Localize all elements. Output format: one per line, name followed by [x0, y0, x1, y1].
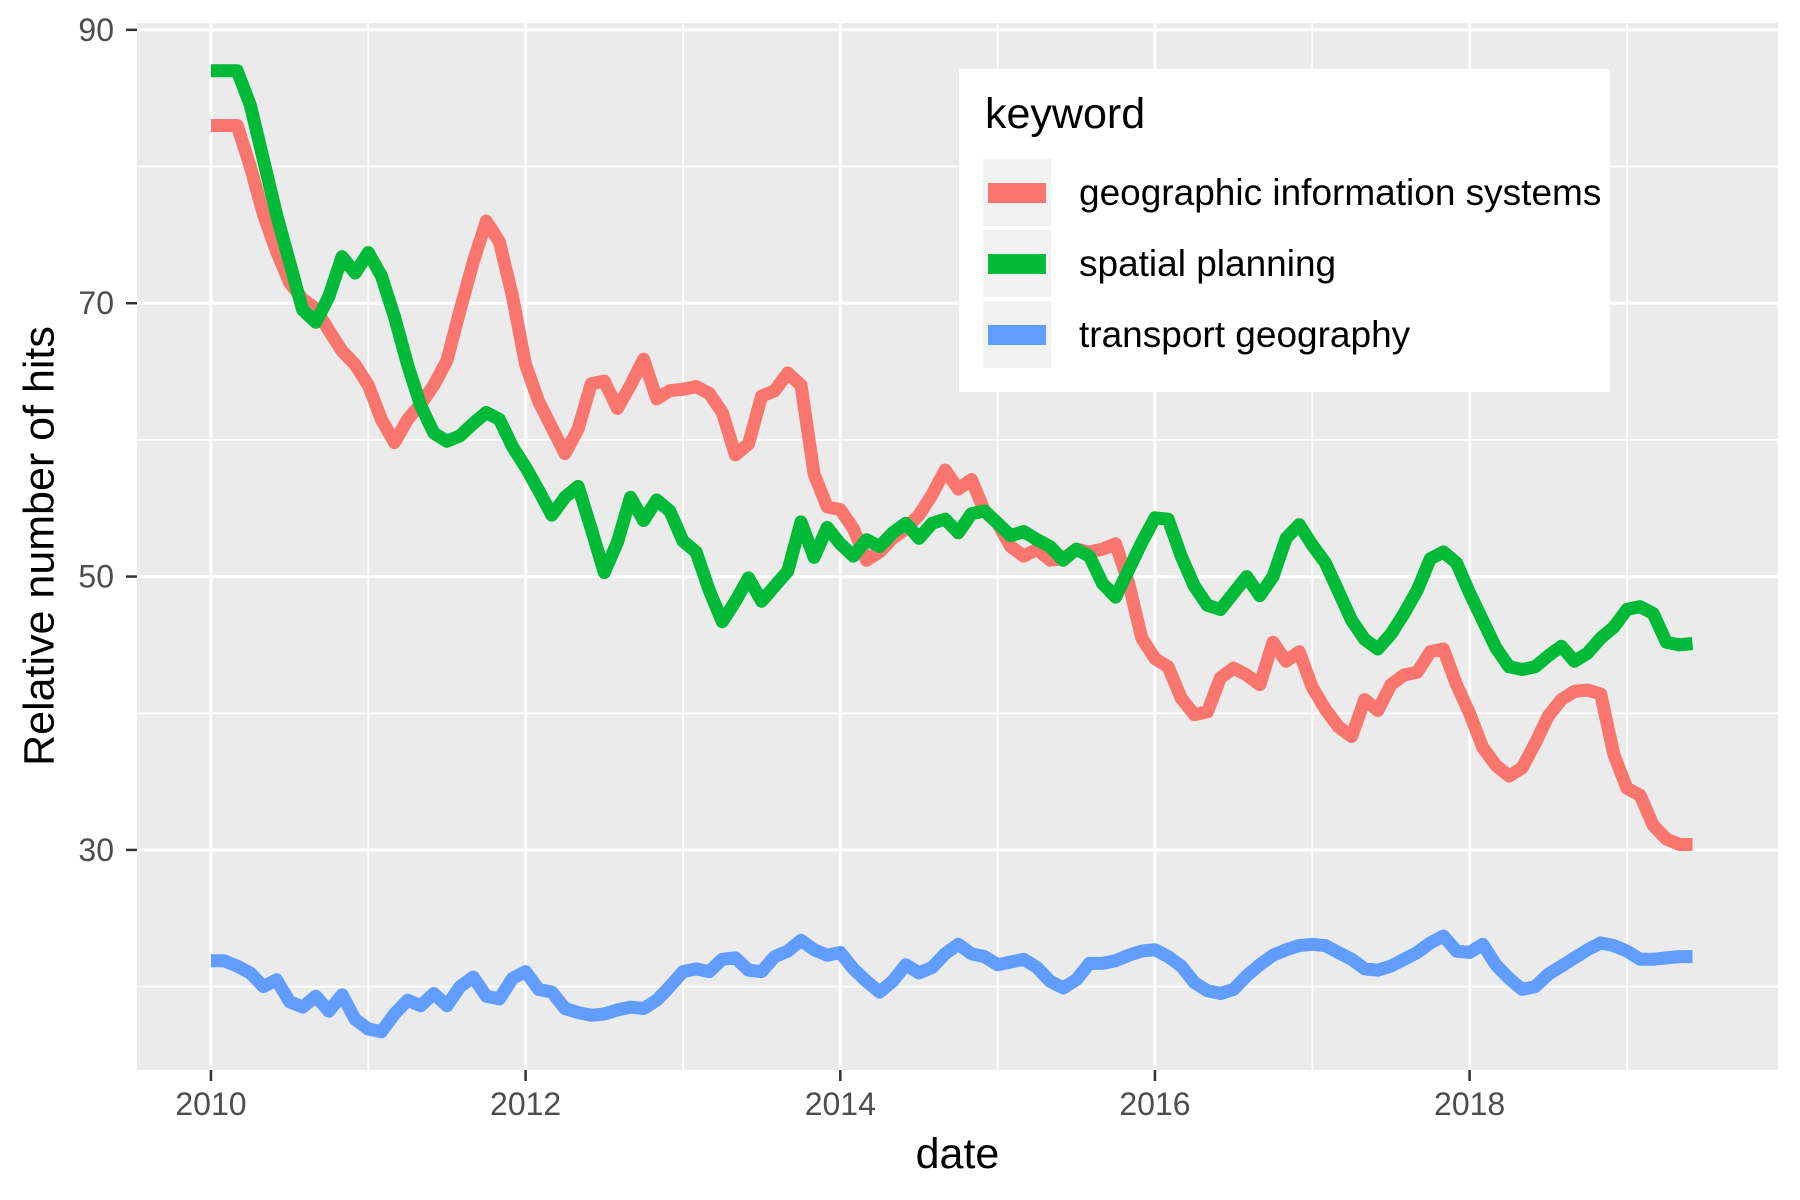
- y-axis-title: Relative number of hits: [15, 326, 64, 766]
- y-tick-label: 50: [78, 559, 114, 595]
- legend-item-spatial-planning: spatial planning: [983, 230, 1336, 297]
- y-tick-label: 30: [78, 832, 114, 868]
- legend-item-transport-geography: transport geography: [983, 301, 1410, 368]
- legend-key: [983, 301, 1051, 368]
- x-tick-label: 2018: [1434, 1086, 1505, 1122]
- x-tick-label: 2014: [805, 1086, 876, 1122]
- series-line-1: [210, 64, 1694, 676]
- series-line-0: [210, 119, 1693, 851]
- legend-title: keyword: [985, 90, 1146, 138]
- legend-item-label: spatial planning: [1079, 242, 1337, 284]
- x-axis-title: date: [915, 1130, 1000, 1178]
- x-tick-label: 2010: [175, 1086, 246, 1122]
- y-tick-label: 70: [78, 285, 114, 321]
- series-line-2: [210, 929, 1693, 1039]
- legend-item-label: geographic information systems: [1079, 171, 1602, 213]
- series-swatch-red: [988, 182, 1046, 203]
- legend-item-label: transport geography: [1079, 313, 1411, 355]
- x-tick-label: 2016: [1119, 1086, 1190, 1122]
- legend: keyword geographic information systems s…: [959, 69, 1610, 392]
- legend-key: [983, 230, 1051, 297]
- legend-item-geographic-information-systems: geographic information systems: [983, 159, 1601, 226]
- x-tick-label: 2012: [490, 1086, 561, 1122]
- series-swatch-blue: [988, 324, 1046, 345]
- y-tick-label: 90: [78, 12, 114, 48]
- legend-key: [983, 159, 1051, 226]
- series-swatch-green: [988, 253, 1046, 274]
